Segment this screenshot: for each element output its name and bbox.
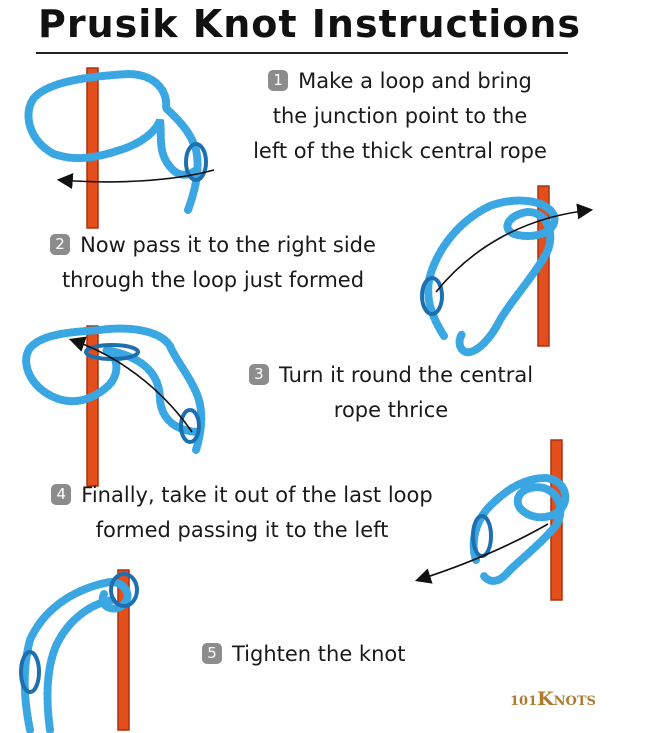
step-4-line-2: formed passing it to the left [95,518,389,542]
step-2-text: 2 Now pass it to the right side through t… [18,228,408,298]
step-1-text: 1 Make a loop and bring the junction poin… [230,64,570,169]
rope-junction-5 [19,650,41,694]
arrow-2 [435,203,594,293]
rope-loop-2 [424,196,559,357]
step-4-illustration [414,439,570,601]
step-2-line-2: through the loop just formed [61,268,365,292]
central-rope-5 [117,569,130,731]
arrow-4 [414,523,549,584]
central-rope-3 [86,325,99,487]
step-3-illustration [22,324,206,487]
step-5-illustration [19,569,139,733]
arrow-3 [68,336,193,433]
step-4-line-1: Finally, take it out of the last loop [81,483,433,507]
step-2-line-1: Now pass it to the right side [80,233,376,257]
rope-junction-1 [184,142,208,182]
step-3-text: 3 Turn it round the central rope thrice [228,358,554,428]
step-3-line-2: rope thrice [333,398,449,422]
logo-k: K [537,688,554,710]
step-2-illustration [420,185,594,357]
rope-junction-3 [179,408,201,444]
rope-coils-5 [109,572,139,608]
step-1-line-1: Make a loop and bring [298,69,532,93]
step-2-badge: 2 [50,234,71,255]
arrow-1 [56,169,215,189]
step-3-line-1: Turn it round the central [278,363,534,387]
step-1-badge: 1 [268,70,289,91]
logo-prefix: 101 [510,694,538,709]
step-1-line-3: left of the thick central rope [253,139,547,163]
step-1-line-2: the junction point to the [272,104,528,128]
rope-loop-3 [22,324,206,454]
step-5-badge: 5 [202,643,222,664]
step-3-badge: 3 [248,364,269,385]
central-rope-1 [86,67,99,229]
step-5-line-1: Tighten the knot [232,642,406,666]
rope-junction-2 [420,276,444,316]
brand-logo: 101KNOTS [510,688,596,710]
step-5-text: 5 Tighten the knot [202,637,462,672]
rope-loop-4 [469,473,570,585]
step-4-text: 4 Finally, take it out of the last loop f… [14,478,470,548]
page-title: Prusik Knot Instructions [38,2,582,46]
rope-loop-5 [20,577,132,733]
title-underline [36,52,568,54]
step-4-badge: 4 [51,484,72,505]
logo-rest: NOTS [553,694,596,709]
rope-loop-1 [24,69,202,214]
step-1-illustration [24,67,215,229]
